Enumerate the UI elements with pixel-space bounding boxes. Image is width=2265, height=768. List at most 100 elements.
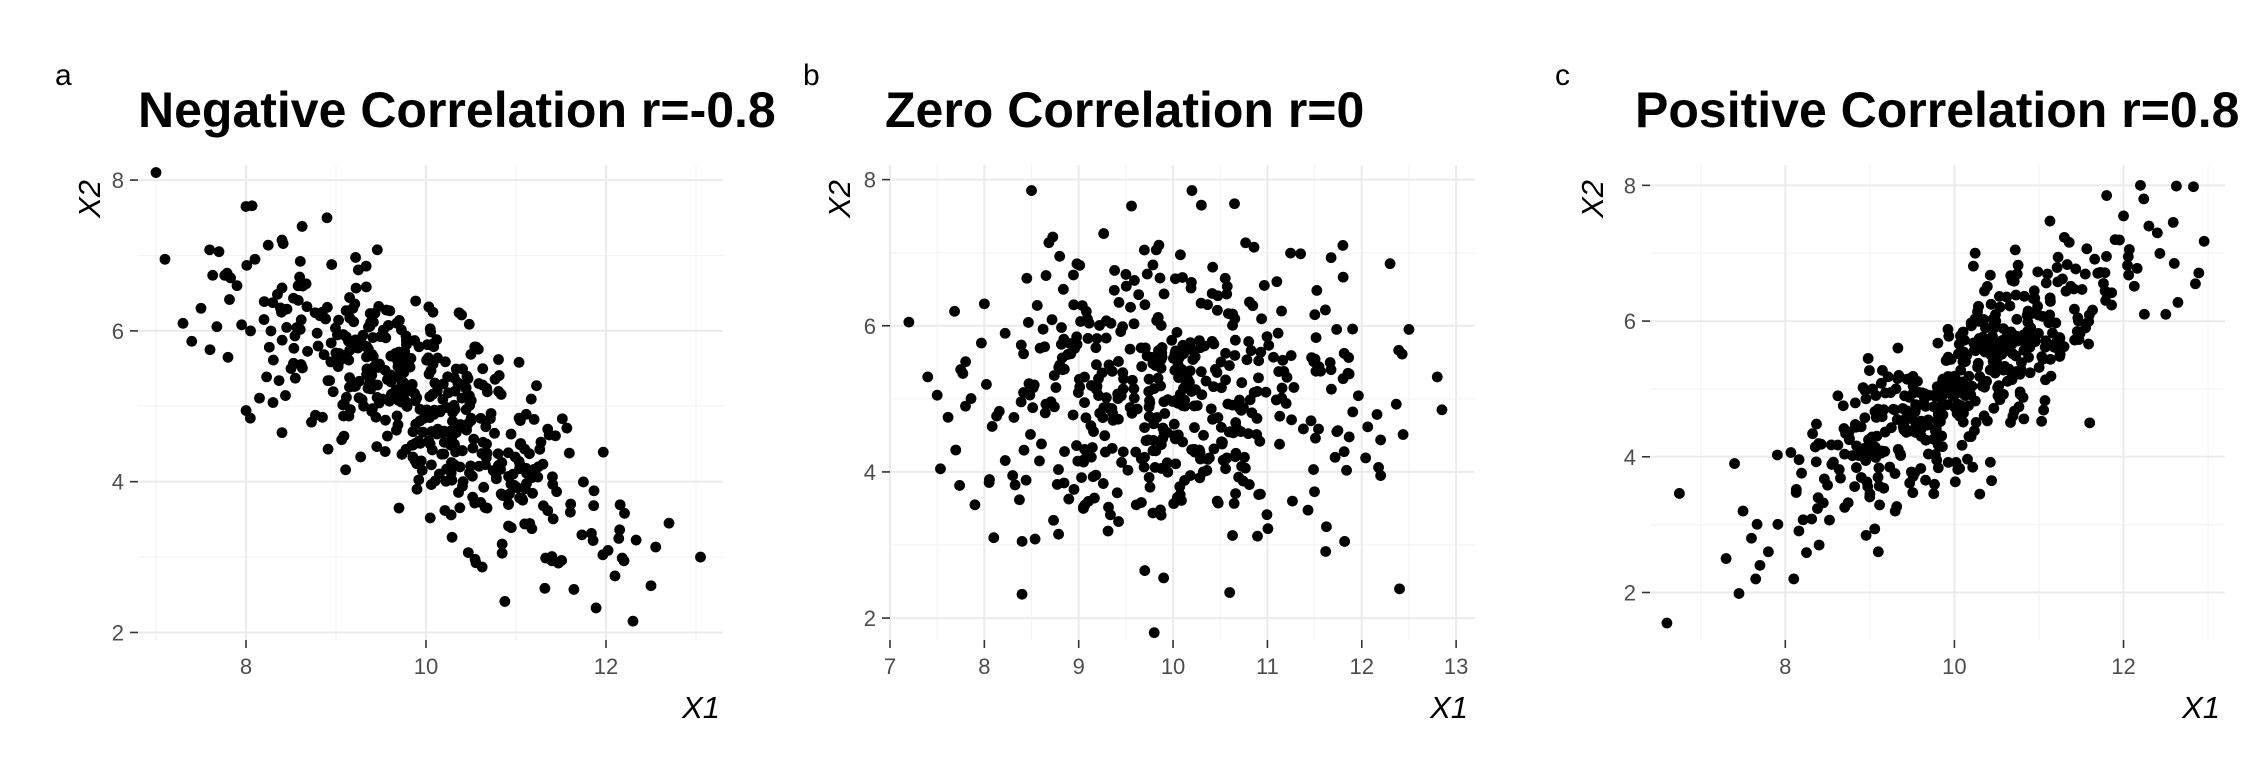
data-point (1034, 455, 1045, 467)
data-point (1260, 386, 1272, 398)
data-point (1174, 249, 1186, 261)
data-point (1261, 509, 1273, 521)
data-point (1862, 353, 1874, 364)
data-point (1837, 400, 1849, 412)
data-point (261, 371, 272, 383)
data-point (457, 480, 468, 492)
data-point (935, 463, 946, 475)
data-point (438, 436, 450, 448)
data-point (2018, 290, 2030, 302)
data-point (524, 518, 536, 529)
data-point (2083, 309, 2095, 321)
data-point (1146, 352, 1157, 363)
data-point (1824, 514, 1835, 526)
data-point (1746, 532, 1757, 544)
data-point (1812, 503, 1823, 514)
data-point (1262, 523, 1274, 535)
data-point (1152, 372, 1164, 384)
data-point (563, 447, 575, 459)
data-point (1170, 458, 1182, 470)
data-point (1224, 426, 1236, 438)
data-point (1230, 417, 1242, 428)
data-point (1877, 364, 1888, 376)
x-axis-title: X1 (2181, 690, 2220, 725)
data-point (1047, 231, 1059, 243)
data-point (1135, 342, 1147, 354)
data-point (1762, 546, 1774, 558)
data-point (1211, 495, 1223, 507)
data-point (1974, 371, 1986, 382)
data-point (550, 430, 561, 442)
data-point (460, 404, 472, 416)
data-point (2101, 190, 2113, 201)
data-point (993, 405, 1005, 417)
data-point (922, 371, 934, 383)
data-point (475, 412, 487, 424)
data-point (1139, 422, 1150, 434)
data-point (241, 259, 253, 271)
data-point (505, 428, 517, 440)
data-point (490, 473, 502, 485)
data-point (1076, 472, 1087, 484)
data-point (1068, 269, 1079, 281)
data-point (2014, 368, 2026, 380)
data-point (1933, 387, 1945, 399)
data-point (1937, 441, 1948, 453)
y-tick-label: 8 (1624, 173, 1636, 198)
data-point (1091, 359, 1102, 371)
data-point (1071, 440, 1082, 451)
data-point (1215, 356, 1227, 368)
data-point (273, 375, 285, 386)
data-point (2044, 215, 2056, 227)
data-point (2193, 267, 2205, 279)
data-point (1922, 414, 1934, 426)
data-point (2046, 339, 2057, 351)
data-point (384, 395, 395, 407)
data-point (2012, 259, 2024, 271)
data-point (513, 356, 525, 368)
data-point (350, 380, 361, 392)
data-point (1153, 345, 1164, 356)
data-point (294, 255, 306, 267)
data-point (1206, 288, 1218, 299)
data-point (1969, 247, 1981, 259)
data-point (1943, 330, 1955, 342)
data-point (495, 488, 507, 500)
data-point (1219, 272, 1231, 284)
data-point (614, 499, 626, 511)
data-point (1263, 339, 1275, 351)
data-point (1188, 400, 1200, 412)
data-point (1920, 474, 1931, 486)
data-point (1091, 333, 1103, 344)
data-point (1109, 265, 1120, 276)
data-point (476, 448, 488, 459)
data-point (2059, 231, 2070, 243)
data-point (288, 342, 300, 354)
data-point (484, 413, 496, 425)
data-point (1031, 300, 1043, 311)
data-point (1973, 333, 1985, 344)
data-point (1256, 313, 1267, 325)
data-point (343, 410, 355, 422)
data-point (528, 413, 540, 425)
data-point (224, 294, 235, 305)
data-point (1347, 406, 1359, 418)
x-tick-label: 7 (884, 654, 896, 679)
data-point (450, 363, 462, 375)
data-point (1342, 367, 1354, 379)
data-point (503, 498, 515, 510)
data-point (371, 244, 383, 256)
data-point (1141, 268, 1153, 280)
data-point (1157, 433, 1169, 444)
data-point (1963, 431, 1975, 442)
data-point (454, 502, 466, 514)
data-point (306, 416, 317, 428)
data-point (409, 438, 421, 449)
data-point (1839, 448, 1850, 460)
data-point (616, 552, 628, 564)
data-point (473, 460, 485, 472)
data-point (514, 439, 526, 451)
x-tick-label: 8 (978, 654, 990, 679)
data-point (1313, 423, 1324, 435)
data-point (1139, 451, 1150, 463)
